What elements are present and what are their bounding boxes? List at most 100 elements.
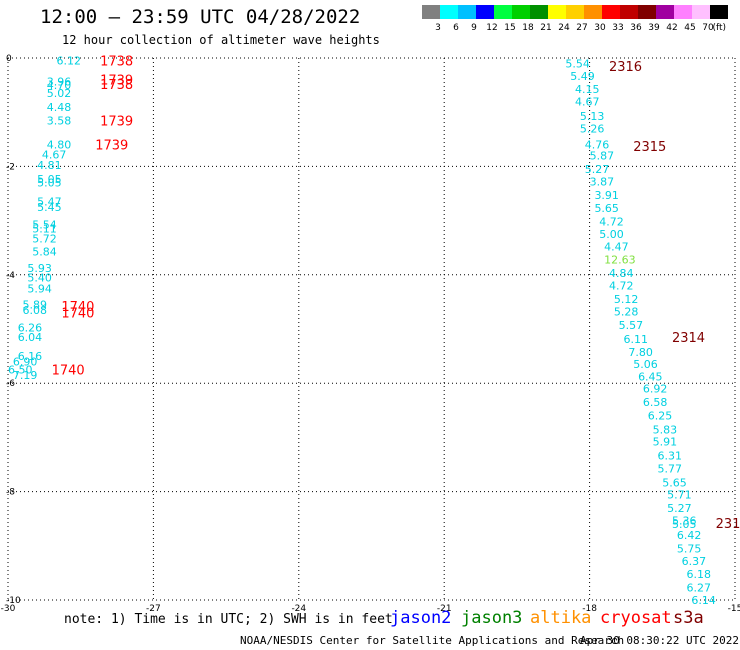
color-scale-label: 70 bbox=[702, 23, 714, 33]
wave-height-value: 4.72 bbox=[609, 280, 634, 293]
wave-height-value: 6.37 bbox=[682, 555, 707, 568]
color-swatch bbox=[566, 5, 584, 19]
generated-date: Apr 30 08:30:22 UTC 2022 bbox=[580, 634, 739, 647]
time-annotation: 1738 bbox=[100, 55, 133, 70]
wave-height-value: 5.12 bbox=[614, 293, 639, 306]
x-tick-label: -21 bbox=[437, 604, 452, 614]
wave-height-value: 5.89 bbox=[23, 299, 48, 312]
color-swatch bbox=[476, 5, 494, 19]
wave-height-value: 7.19 bbox=[13, 369, 37, 382]
y-tick-label: 0 bbox=[6, 54, 12, 64]
time-annotation: 2314 bbox=[672, 331, 705, 346]
color-swatch bbox=[638, 5, 656, 19]
wave-height-value: 5.36 bbox=[672, 514, 697, 527]
color-scale-label: (ft) bbox=[712, 23, 726, 33]
time-annotation: 1740 bbox=[52, 364, 85, 379]
time-annotation: 1739 bbox=[95, 139, 128, 154]
time-annotation: 2316 bbox=[609, 60, 642, 75]
credit-line: NOAA/NESDIS Center for Satellite Applica… bbox=[240, 634, 625, 647]
wave-height-value: 5.54 bbox=[565, 57, 590, 70]
y-tick-label: -10 bbox=[6, 596, 21, 606]
wave-height-value: 5.05 bbox=[672, 518, 697, 531]
wave-height-value: 5.93 bbox=[27, 262, 51, 275]
color-scale-label: 24 bbox=[558, 23, 570, 33]
wave-height-value: 12.63 bbox=[604, 254, 636, 267]
time-annotation: 1738 bbox=[100, 78, 133, 93]
wave-height-value: 4.84 bbox=[609, 267, 634, 280]
wave-height-value: 6.16 bbox=[18, 350, 43, 363]
wave-height-value: 3.58 bbox=[47, 114, 71, 127]
wave-height-value: 5.54 bbox=[32, 218, 57, 231]
wave-height-value: 6.31 bbox=[657, 449, 682, 462]
wave-height-value: 5.72 bbox=[32, 232, 57, 245]
wave-height-value: 5.49 bbox=[570, 70, 595, 83]
wave-height-value: 6.14 bbox=[691, 594, 716, 607]
wave-height-value: 5.02 bbox=[47, 87, 71, 100]
color-scale-label: 3 bbox=[435, 23, 441, 33]
legend-jason3: jason3 bbox=[461, 608, 523, 628]
color-scale-label: 27 bbox=[576, 23, 587, 33]
x-tick-label: -18 bbox=[582, 604, 597, 614]
y-tick-label: -4 bbox=[6, 271, 15, 281]
color-scale-label: 42 bbox=[666, 23, 677, 33]
x-tick-label: -15 bbox=[728, 604, 740, 614]
wave-height-value: 7.80 bbox=[628, 346, 653, 359]
wave-height-value: 4.47 bbox=[604, 241, 629, 254]
wave-height-value: 3.87 bbox=[590, 176, 615, 189]
wave-height-value: 5.83 bbox=[653, 423, 678, 436]
color-swatch bbox=[584, 5, 602, 19]
wave-height-value: 4.81 bbox=[37, 159, 62, 172]
wave-height-value: 5.94 bbox=[27, 282, 51, 295]
time-annotation: 2313 bbox=[716, 517, 740, 532]
wave-height-value: 4.76 bbox=[585, 139, 610, 152]
y-tick-label: -2 bbox=[6, 162, 15, 172]
color-swatch bbox=[710, 5, 728, 19]
time-annotation: 2315 bbox=[633, 140, 666, 155]
wave-height-value: 6.42 bbox=[677, 529, 702, 542]
wave-height-value: 5.45 bbox=[37, 201, 62, 214]
wave-height-value: 4.67 bbox=[42, 148, 67, 161]
wave-height-value: 6.45 bbox=[638, 371, 663, 384]
wave-height-value: 6.50 bbox=[8, 364, 33, 377]
wave-height-value: 5.11 bbox=[32, 223, 57, 236]
color-scale-label: 9 bbox=[471, 23, 477, 33]
wave-height-value: 5.27 bbox=[667, 502, 692, 515]
wave-height-value: 3.91 bbox=[594, 189, 619, 202]
wave-height-value: 6.11 bbox=[624, 333, 649, 346]
wave-height-value: 4.70 bbox=[47, 79, 71, 92]
wave-height-value: 5.05 bbox=[37, 173, 62, 186]
color-scale-label: 18 bbox=[522, 23, 534, 33]
color-swatch bbox=[674, 5, 692, 19]
color-scale-label: 12 bbox=[486, 23, 497, 33]
wave-height-value: 6.08 bbox=[23, 304, 48, 317]
wave-height-value: 6.27 bbox=[687, 582, 712, 595]
wave-height-value: 5.65 bbox=[662, 476, 687, 489]
color-scale-label: 15 bbox=[504, 23, 515, 33]
wave-height-value: 5.00 bbox=[599, 228, 624, 241]
color-scale-label: 39 bbox=[648, 23, 660, 33]
legend-jason2: jason2 bbox=[390, 608, 452, 628]
wave-height-value: 5.84 bbox=[32, 245, 57, 258]
wave-height-value: 5.87 bbox=[590, 150, 615, 163]
color-swatch bbox=[530, 5, 548, 19]
wave-height-value: 6.18 bbox=[687, 568, 712, 581]
wave-height-value: 5.77 bbox=[657, 462, 682, 475]
wave-height-value: 5.28 bbox=[614, 306, 639, 319]
wave-height-value: 5.40 bbox=[27, 272, 51, 285]
legend-altika: altika bbox=[530, 608, 592, 628]
wave-height-value: 5.26 bbox=[580, 122, 605, 135]
wave-height-value: 6.90 bbox=[13, 356, 37, 369]
wave-height-value: 4.80 bbox=[47, 139, 71, 152]
color-scale-label: 36 bbox=[630, 23, 642, 33]
legend-cryosat: cryosat bbox=[600, 608, 672, 628]
x-tick-label: -30 bbox=[1, 604, 16, 614]
color-swatch bbox=[422, 5, 440, 19]
x-tick-label: -27 bbox=[146, 604, 161, 614]
wave-height-value: 4.15 bbox=[575, 83, 600, 96]
wave-height-value: 4.72 bbox=[599, 216, 624, 229]
y-tick-label: -8 bbox=[6, 488, 15, 498]
wave-height-value: 6.04 bbox=[18, 331, 43, 344]
wave-height-value: 6.12 bbox=[56, 55, 81, 68]
chart-title: 12:00 — 23:59 UTC 04/28/2022 bbox=[40, 6, 361, 28]
